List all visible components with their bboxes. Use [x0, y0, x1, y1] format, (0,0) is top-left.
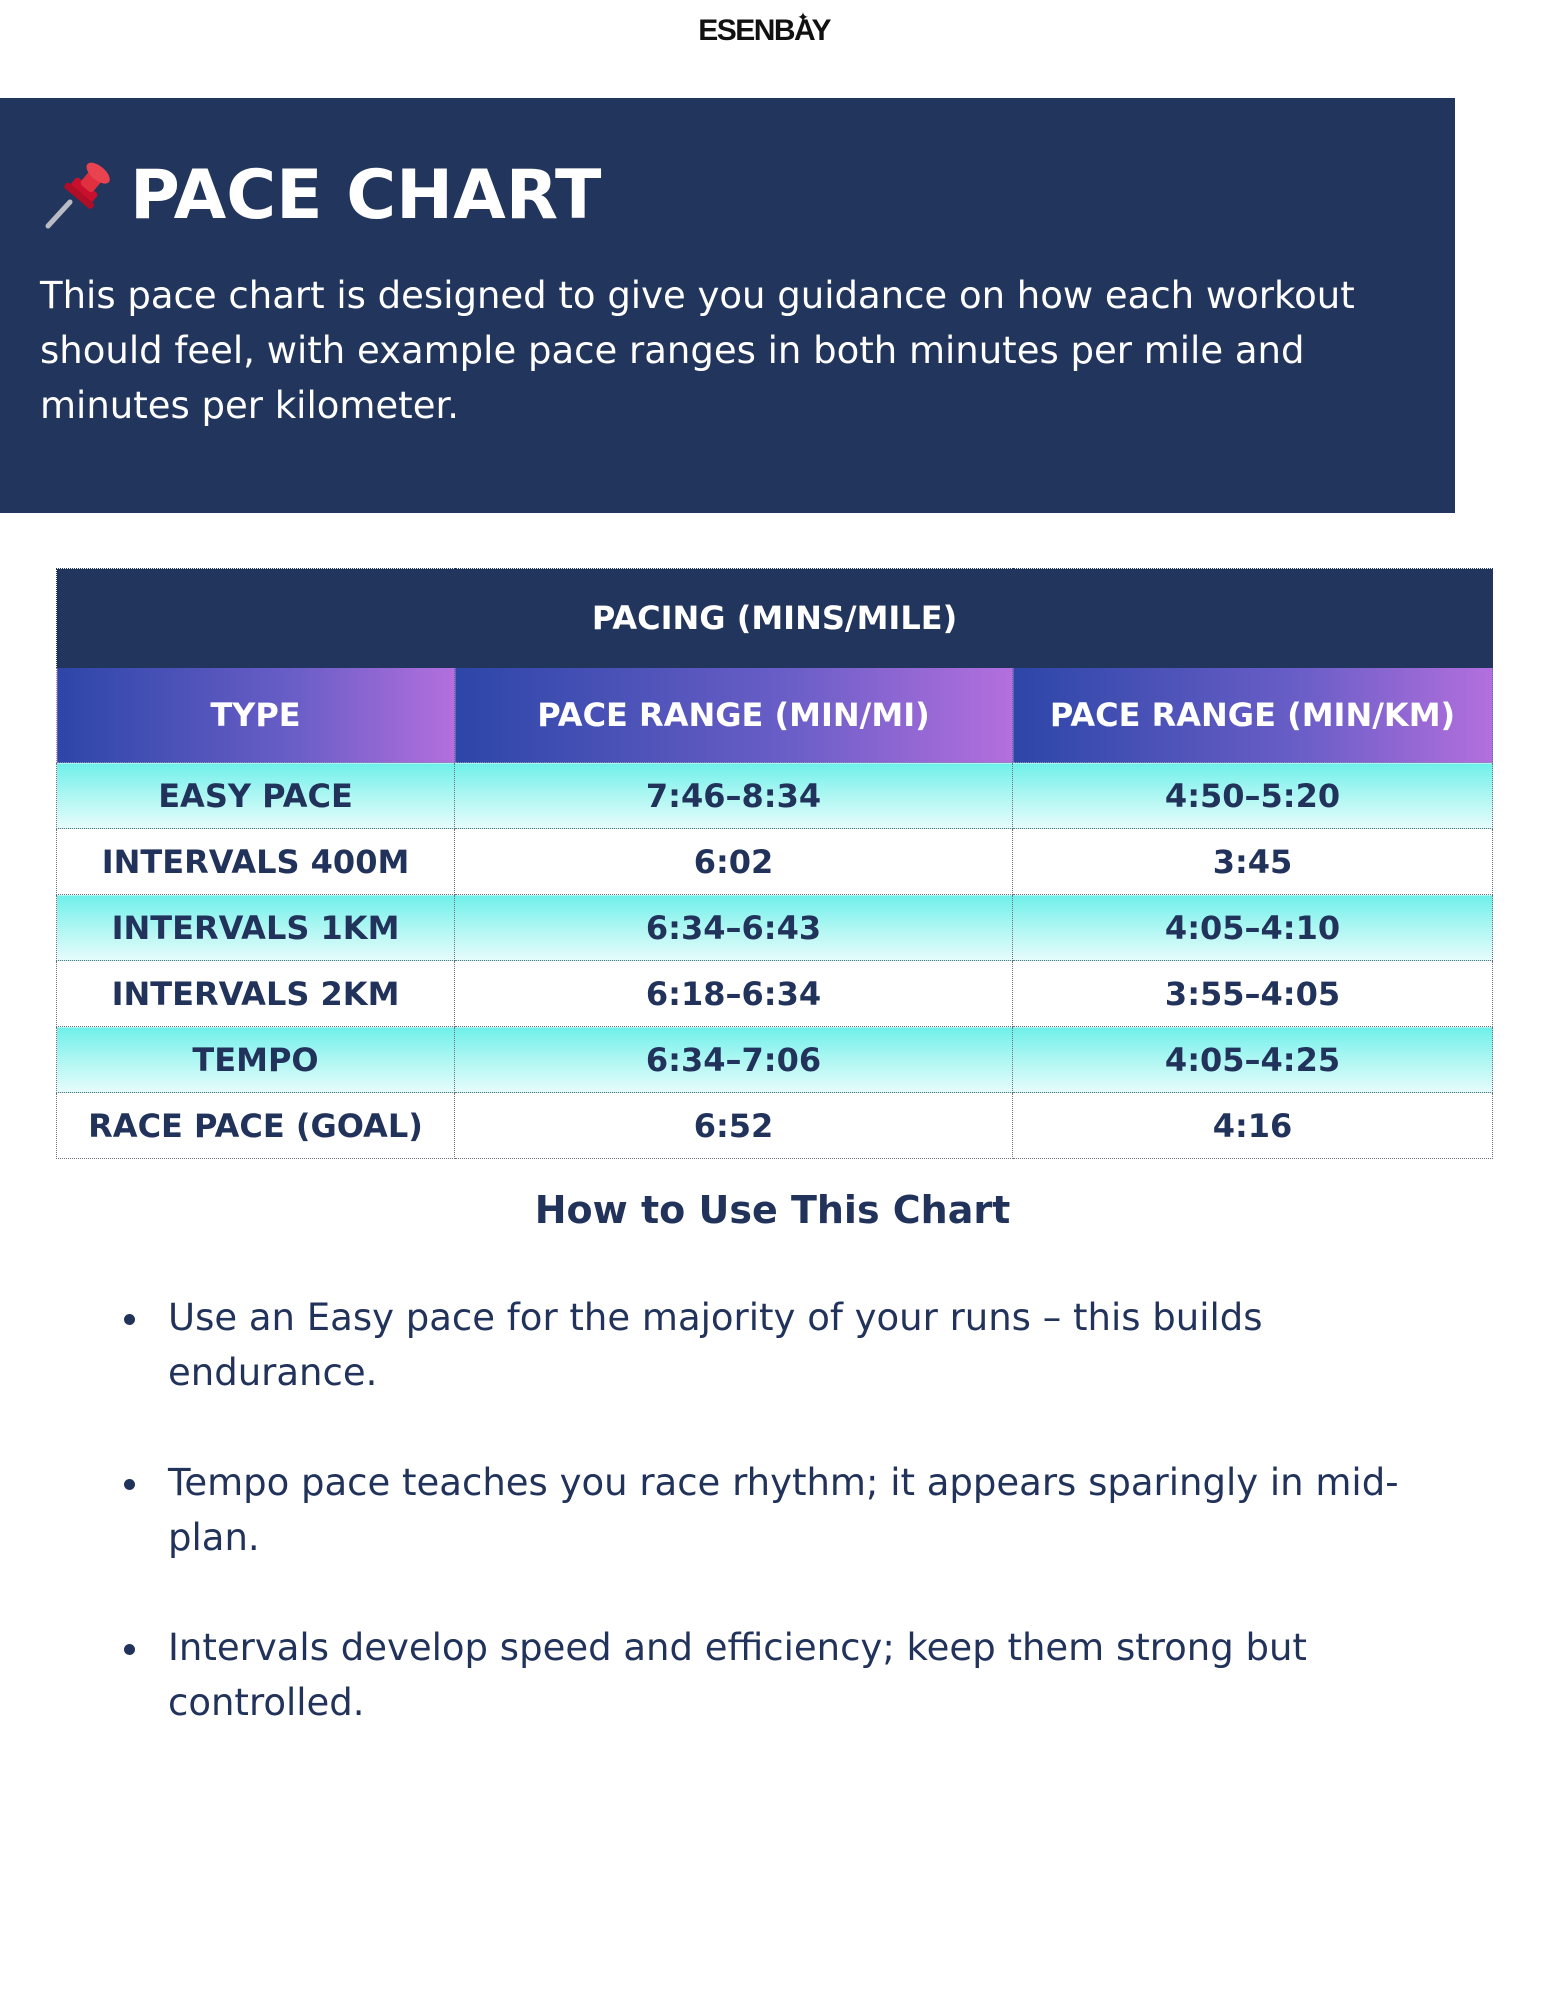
tip-text: Intervals develop speed and efficiency; …: [168, 1626, 1307, 1724]
hero-description: This pace chart is designed to give you …: [40, 274, 1355, 427]
table-header-row: TYPE PACE RANGE (MIN/MI) PACE RANGE (MIN…: [56, 667, 1494, 763]
table-row: TEMPO 6:34–7:06 4:05–4:25: [56, 1026, 1494, 1093]
sparkle-icon: ✦: [797, 10, 809, 26]
cell-pace-km: 4:50–5:20: [1011, 762, 1494, 829]
cell-type: EASY PACE: [56, 762, 455, 829]
cell-pace-km: 4:05–4:10: [1011, 894, 1494, 961]
cell-type: TEMPO: [56, 1026, 455, 1093]
tips-list: Use an Easy pace for the majority of you…: [124, 1290, 1464, 1785]
cell-pace-km: 3:45: [1011, 828, 1494, 895]
list-item: Tempo pace teaches you race rhythm; it a…: [124, 1455, 1464, 1565]
cell-pace-mi: 6:02: [454, 828, 1013, 895]
table-caption-row: PACING (MINS/MILE): [55, 568, 1494, 668]
cell-pace-mi: 6:34–6:43: [454, 894, 1013, 961]
cell-pace-km: 4:05–4:25: [1011, 1026, 1494, 1093]
cell-pace-mi: 6:52: [454, 1092, 1013, 1159]
pace-table: PACING (MINS/MILE) TYPE PACE RANGE (MIN/…: [55, 568, 1494, 1159]
cell-type: RACE PACE (GOAL): [56, 1092, 455, 1159]
cell-type: INTERVALS 400M: [56, 828, 455, 895]
table-row: INTERVALS 1KM 6:34–6:43 4:05–4:10: [56, 894, 1494, 961]
list-item: Intervals develop speed and efficiency; …: [124, 1620, 1464, 1730]
tip-text: Tempo pace teaches you race rhythm; it a…: [168, 1461, 1399, 1559]
table-row: INTERVALS 400M 6:02 3:45: [56, 828, 1494, 895]
column-header-type: TYPE: [56, 667, 455, 763]
table-row: EASY PACE 7:46–8:34 4:50–5:20: [56, 762, 1494, 829]
cell-pace-km: 4:16: [1011, 1092, 1494, 1159]
table-caption: PACING (MINS/MILE): [55, 568, 1494, 668]
howto-heading: How to Use This Chart: [534, 1188, 1011, 1232]
table-row: INTERVALS 2KM 6:18–6:34 3:55–4:05: [56, 960, 1494, 1027]
bullet-icon: [124, 1479, 135, 1490]
brand-logo: ESENBAY ✦: [0, 10, 1545, 48]
pace-table-container: PACING (MINS/MILE) TYPE PACE RANGE (MIN/…: [55, 568, 1494, 1159]
pushpin-icon: [45, 162, 110, 229]
column-header-pace-km: PACE RANGE (MIN/KM): [1011, 667, 1494, 763]
logo-text: ESENBAY: [698, 14, 831, 47]
bullet-icon: [124, 1644, 135, 1655]
cell-pace-mi: 6:18–6:34: [454, 960, 1013, 1027]
hero-banner: PACE CHART This pace chart is designed t…: [0, 98, 1455, 513]
cell-type: INTERVALS 1KM: [56, 894, 455, 961]
list-item: Use an Easy pace for the majority of you…: [124, 1290, 1464, 1400]
page-title: PACE CHART: [130, 156, 602, 235]
table-row: RACE PACE (GOAL) 6:52 4:16: [56, 1092, 1494, 1159]
hero-title-row: PACE CHART: [40, 156, 601, 236]
column-header-pace-mi: PACE RANGE (MIN/MI): [454, 667, 1013, 763]
cell-pace-mi: 7:46–8:34: [454, 762, 1013, 829]
cell-pace-mi: 6:34–7:06: [454, 1026, 1013, 1093]
cell-type: INTERVALS 2KM: [56, 960, 455, 1027]
bullet-icon: [124, 1314, 135, 1325]
cell-pace-km: 3:55–4:05: [1011, 960, 1494, 1027]
tip-text: Use an Easy pace for the majority of you…: [168, 1296, 1263, 1394]
